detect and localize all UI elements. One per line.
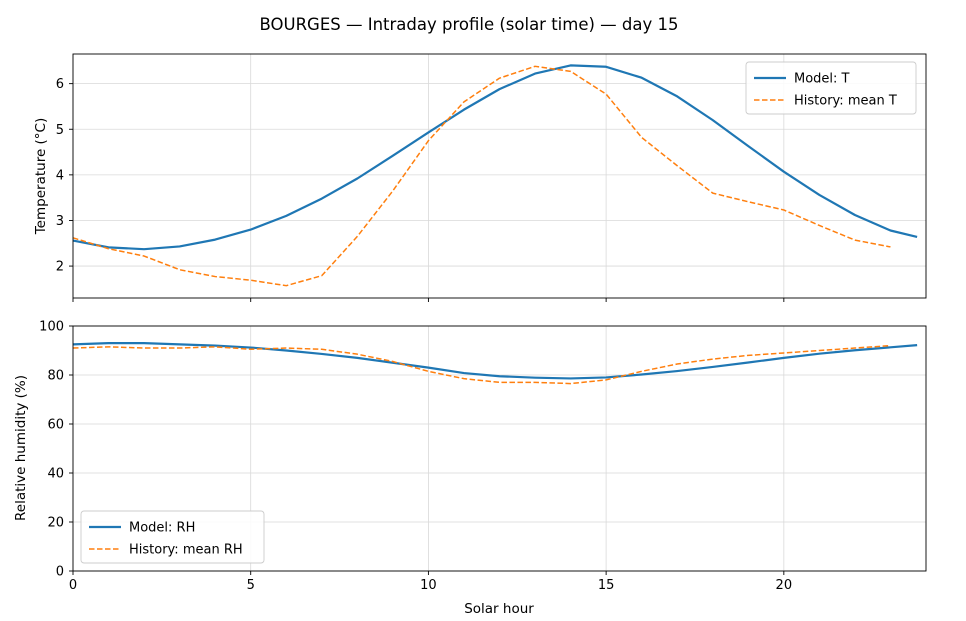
panel1-y-tick-label-1: 20 <box>47 516 64 531</box>
panel1-x-tick-label-1: 5 <box>247 578 255 593</box>
panel0-axes-frame <box>72 53 927 299</box>
panel1-x-tick-label-2: 10 <box>420 578 437 593</box>
humidity-y-axis-label: Relative humidity (%) <box>13 375 29 521</box>
panel1-y-tick-label-0: 0 <box>56 565 64 580</box>
panel0-series-history-line <box>72 65 891 287</box>
panel0-legend: Model: T History: mean T <box>745 61 917 115</box>
panel0-y-tick-label-2: 4 <box>56 168 64 183</box>
figure-title: BOURGES — Intraday profile (solar time) … <box>259 15 678 34</box>
panel1-y-tick-label-5: 100 <box>39 320 64 335</box>
panel0-y-tick-label-4: 6 <box>56 77 64 92</box>
humidity-panel: Relative humidity (%) Solar hour 0 5 10 15 2… <box>13 320 927 617</box>
panel1-legend-label-history: History: mean RH <box>129 543 243 558</box>
panel1-axes-frame <box>72 325 927 572</box>
panel0-y-tick-label-1: 3 <box>56 214 64 229</box>
panel1-y-tick-label-4: 80 <box>47 369 64 384</box>
panel1-series-history-line <box>72 344 891 385</box>
panel1-legend: Model: RH History: mean RH <box>80 510 265 564</box>
panel1-legend-box <box>80 510 265 564</box>
panel1-x-tick-label-4: 20 <box>776 578 793 593</box>
temperature-y-axis-label: Temperature (°C) <box>33 118 49 236</box>
panel0-legend-label-model: Model: T <box>794 72 850 87</box>
panel0-legend-label-history: History: mean T <box>794 94 897 109</box>
x-axis-label: Solar hour <box>464 601 534 617</box>
temperature-panel: Temperature (°C) 2 3 4 5 6 Model: T History: m… <box>33 53 927 302</box>
panel1-series-model-line <box>72 342 918 380</box>
panel1-y-tick-label-3: 60 <box>47 418 64 433</box>
panel0-y-tick-label-3: 5 <box>56 123 64 138</box>
panel0-y-tick-label-0: 2 <box>56 260 64 275</box>
panel1-legend-label-model: Model: RH <box>129 521 195 536</box>
panel1-y-tick-label-2: 40 <box>47 467 64 482</box>
panel0-series-model-line <box>72 64 918 251</box>
panel0-legend-box <box>745 61 917 115</box>
panel1-x-tick-label-0: 0 <box>69 578 77 593</box>
panel1-x-tick-label-3: 15 <box>598 578 615 593</box>
